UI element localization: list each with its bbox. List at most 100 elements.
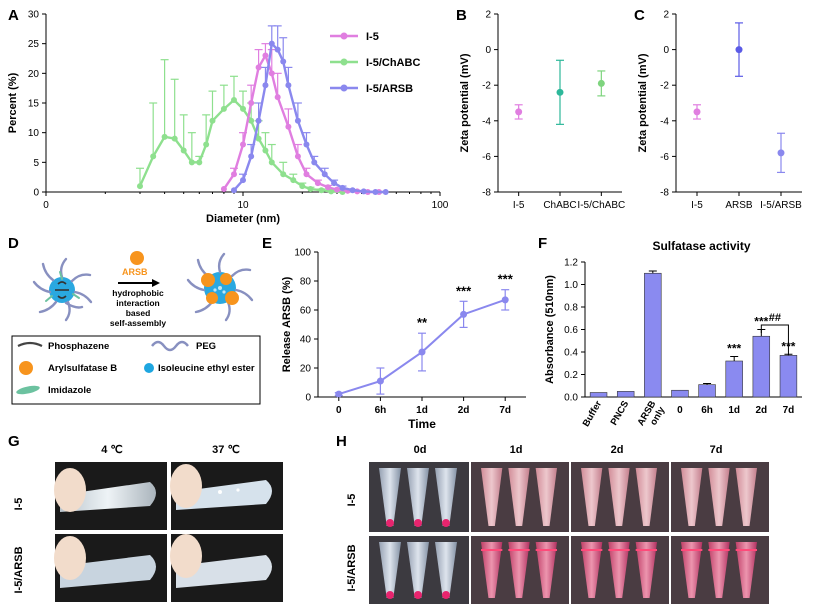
f-y-tick-label: 0.2 [564, 370, 578, 381]
a-data-point [307, 186, 314, 193]
chart-e-release: 0 20 40 60 80 100 Release ARSB (%) Time 0 6h 1d ** 2… [281, 248, 526, 431]
a-data-point [180, 147, 187, 154]
chartC-data-point [777, 149, 785, 157]
f-bar [752, 335, 771, 398]
e-x-tick-label: 0 [336, 405, 342, 416]
a-legend-marker [340, 84, 348, 92]
a-data-point [209, 117, 216, 124]
e-data-point [335, 390, 343, 398]
g-photo-i5arsb-37c [170, 534, 283, 602]
h-tube-pellet [386, 519, 394, 527]
f-bar [671, 389, 689, 398]
a-data-point [255, 64, 262, 71]
e-x-label: Time [408, 417, 436, 431]
a-x-tick-label: 0 [43, 200, 49, 211]
a-data-point [382, 189, 389, 195]
h-tube [708, 542, 730, 598]
h-tube [681, 542, 703, 598]
h-tube-pellet [442, 591, 450, 599]
e-x-tick-label: 7d [499, 405, 511, 416]
chartB-x-tick-label: I-5 [513, 200, 525, 211]
a-data-point [240, 177, 246, 184]
h-tube [735, 542, 757, 598]
h-tube [735, 468, 757, 526]
e-significance: *** [456, 283, 472, 298]
h-tube [581, 468, 603, 526]
h-row-label-i5: I-5 [346, 494, 358, 507]
g-photo-i5arsb-4c [54, 534, 167, 602]
chartC-y-label: Zeta potential (mV) [637, 53, 649, 152]
h-tube [379, 468, 401, 526]
a-data-point [294, 117, 301, 124]
chartC-y-tick-label: -8 [660, 188, 669, 199]
h-tube [708, 468, 730, 526]
a-data-point [274, 94, 281, 101]
h-col-label-1d: 1d [510, 444, 523, 456]
a-y-tick-label: 5 [33, 158, 39, 169]
f-bar [589, 392, 608, 398]
f-y-tick-label: 0.8 [564, 303, 578, 314]
e-x-tick-label: 1d [416, 405, 428, 416]
chart-a-size-distribution: 0 5 10 15 20 25 30 0 10 100 Diameter (nm) Percent (… [7, 10, 449, 226]
chartC-data-point [693, 108, 701, 116]
chartC-y-tick-label: 2 [663, 10, 669, 21]
chartC-y-tick-label: -2 [660, 81, 669, 92]
f-x-tick-label: 1d [728, 405, 740, 416]
schematic-legend-box [11, 335, 261, 405]
a-data-point [230, 97, 237, 104]
a-data-point [255, 117, 262, 124]
chartC-data-point [735, 46, 743, 54]
chart-c-zeta-potential: 2 0 -2 -4 -6 -8 Zeta potential (mV) I-5 ARSB I-5/… [637, 10, 802, 212]
chartC-y-tick-label: -4 [660, 116, 669, 127]
g-col-label-37c: 37 ℃ [212, 444, 240, 456]
chartB-y-tick-label: -4 [482, 116, 491, 127]
e-y-tick-label: 60 [300, 306, 312, 317]
h-tube [435, 542, 457, 598]
process-line-3: based [126, 308, 151, 318]
a-data-point [262, 147, 269, 154]
e-x-tick-label: 6h [375, 405, 387, 416]
g-row-label-i5: I-5 [13, 498, 25, 511]
photo-panel-g: 4 ℃ 37 ℃ I-5 I-5/ARSB [13, 444, 283, 602]
panel-label-e: E [262, 235, 272, 252]
panel-label-d: D [8, 235, 19, 252]
h-tube [635, 468, 657, 526]
a-data-point [318, 187, 325, 194]
f-y-tick-label: 0.4 [564, 348, 578, 359]
panel-label-a: A [8, 7, 19, 24]
chartB-x-tick-label: I-5/ChABC [577, 200, 625, 211]
a-data-point [311, 159, 318, 166]
a-data-point [303, 141, 310, 148]
a-x-tick-label: 100 [432, 200, 449, 211]
a-data-point [285, 123, 292, 130]
a-legend-label: I-5/ChABC [366, 57, 420, 69]
chartB-y-tick-label: 0 [485, 45, 491, 56]
a-data-point [299, 183, 306, 190]
f-bar [698, 384, 716, 398]
a-data-point [349, 187, 356, 194]
isoleucine-icon [144, 363, 154, 373]
f-significance: *** [727, 342, 741, 356]
f-bar [725, 360, 743, 398]
a-data-point [331, 180, 338, 187]
a-data-point [303, 171, 310, 178]
h-tube [681, 468, 703, 526]
g-row-label-i5arsb: I-5/ARSB [13, 546, 25, 593]
h-tube-pellet [386, 591, 394, 599]
e-y-tick-label: 20 [300, 364, 312, 375]
a-data-point [248, 153, 255, 160]
a-data-point [280, 58, 287, 65]
photo-panel-h: 0d 1d 2d 7d I-5 I-5/ARSB [346, 444, 769, 604]
a-data-point [171, 135, 178, 142]
a-legend-label: I-5/ARSB [366, 83, 413, 95]
a-data-point [136, 183, 143, 190]
a-y-label: Percent (%) [7, 72, 19, 133]
h-tube [435, 468, 457, 526]
h-tube-pellet [442, 519, 450, 527]
peg-icon [151, 340, 189, 352]
legend-peg: PEG [196, 341, 216, 352]
a-data-point [372, 189, 379, 195]
h-tube [608, 468, 630, 526]
a-legend-label: I-5 [366, 31, 379, 43]
f-bar [616, 391, 635, 398]
